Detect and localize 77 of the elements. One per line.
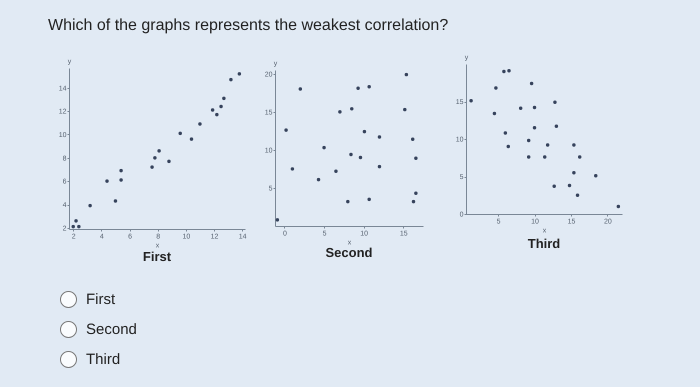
point <box>114 199 118 203</box>
point <box>532 126 536 130</box>
point <box>215 112 219 116</box>
point <box>502 70 506 74</box>
point <box>530 82 534 86</box>
point <box>553 100 557 104</box>
point <box>157 149 161 153</box>
point <box>403 108 407 112</box>
point <box>378 135 382 139</box>
text: Third <box>86 351 120 368</box>
point <box>356 86 360 90</box>
point <box>506 144 510 148</box>
point <box>526 155 530 159</box>
text: Second <box>86 321 137 338</box>
point <box>178 132 182 136</box>
point <box>88 204 92 208</box>
point <box>276 218 280 222</box>
point <box>298 87 302 91</box>
point <box>552 184 556 188</box>
point <box>322 146 326 150</box>
point <box>576 194 580 197</box>
point <box>568 184 572 188</box>
text: Third <box>526 236 562 251</box>
point <box>222 96 226 100</box>
point <box>350 107 354 111</box>
point <box>338 110 342 114</box>
point <box>77 224 81 228</box>
point <box>469 99 473 102</box>
point <box>349 152 353 156</box>
text: First <box>142 249 172 264</box>
point <box>507 69 511 72</box>
point <box>284 128 288 132</box>
point <box>334 169 338 173</box>
point <box>414 192 418 196</box>
point <box>412 200 416 204</box>
point <box>167 160 171 164</box>
point <box>572 143 576 147</box>
point <box>367 198 371 202</box>
text: Second <box>324 245 374 260</box>
point <box>290 167 294 171</box>
point <box>504 131 508 135</box>
point <box>526 138 530 142</box>
point <box>616 204 620 208</box>
point <box>358 156 362 160</box>
point <box>367 85 371 88</box>
point <box>578 155 582 159</box>
point <box>546 143 550 147</box>
text: First <box>86 291 116 308</box>
point <box>150 165 154 169</box>
point <box>71 224 75 228</box>
point <box>532 106 536 110</box>
point <box>542 155 546 159</box>
point <box>238 72 242 76</box>
point <box>229 78 233 82</box>
point <box>378 164 382 168</box>
point <box>316 178 320 182</box>
point <box>198 122 202 126</box>
point <box>346 200 350 204</box>
point <box>362 130 366 134</box>
point <box>518 106 522 110</box>
point <box>190 137 194 141</box>
point <box>404 72 408 76</box>
point <box>153 156 157 160</box>
point <box>410 138 414 141</box>
point <box>219 104 223 108</box>
point <box>594 174 598 178</box>
point <box>74 219 78 223</box>
point <box>210 108 214 112</box>
point <box>119 168 123 172</box>
point <box>492 112 496 116</box>
point <box>105 179 109 183</box>
point <box>119 178 123 182</box>
text: Which of the graphs represents the weakest correlation? <box>48 17 448 35</box>
point <box>572 171 576 174</box>
point <box>414 156 418 160</box>
point <box>554 124 558 128</box>
point <box>494 86 498 90</box>
